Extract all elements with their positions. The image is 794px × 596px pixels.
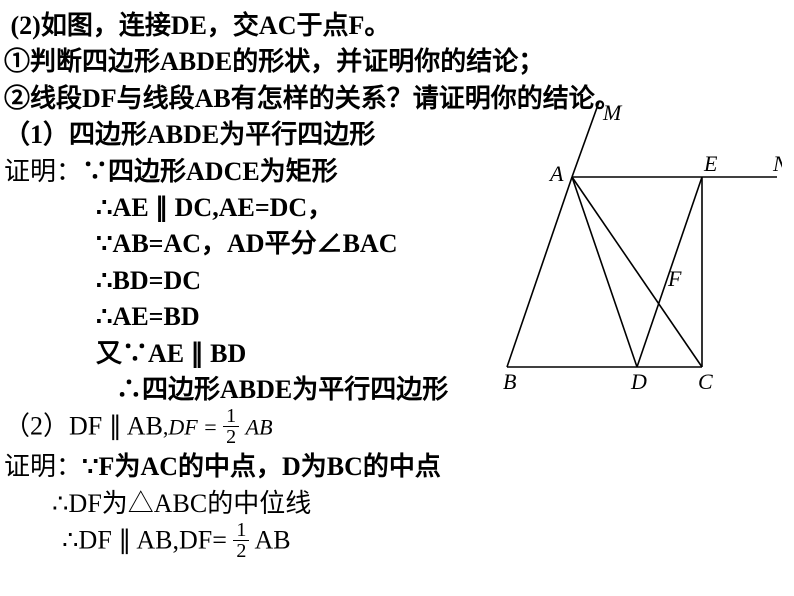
svg-text:M: M xyxy=(602,102,623,125)
svg-text:A: A xyxy=(548,161,564,186)
ab: AB xyxy=(246,415,273,440)
proof2-step3: ∴DF ∥ AB,DF= 1 2 AB xyxy=(4,522,790,563)
ab: AB xyxy=(254,526,290,555)
text: (2)如图，连接DE，交AC于点F。 xyxy=(11,11,391,40)
problem-header: (2)如图，连接DE，交AC于点F。 xyxy=(4,8,790,44)
svg-text:N: N xyxy=(772,151,782,176)
svg-text:B: B xyxy=(503,369,516,392)
svg-text:E: E xyxy=(703,151,718,176)
step: ∵四边形ADCE为矩形 xyxy=(82,157,338,186)
step: ∵F为AC的中点，D为BC的中点 xyxy=(82,452,441,481)
eq: = xyxy=(204,415,216,440)
answer2-title: （2）DF ∥ AB,DF = 1 2 AB xyxy=(4,408,790,449)
proof-label: 证明： xyxy=(4,452,82,481)
proof-label: 证明： xyxy=(4,157,82,186)
step: 又∵AE ∥ BD xyxy=(96,339,246,368)
proof2-line1: 证明：∵F为AC的中点，D为BC的中点 xyxy=(4,449,790,485)
fraction-half: 1 2 xyxy=(223,406,239,447)
question-1: ①判断四边形ABDE的形状，并证明你的结论； xyxy=(4,44,790,80)
denominator: 2 xyxy=(223,427,239,447)
svg-text:C: C xyxy=(698,369,713,392)
denominator: 2 xyxy=(233,541,249,561)
text: （1）四边形ABDE为平行四边形 xyxy=(4,120,375,149)
fraction-half: 1 2 xyxy=(233,520,249,561)
svg-text:D: D xyxy=(630,369,647,392)
proof2-step2: ∴DF为△ABC的中位线 xyxy=(4,486,790,522)
title-prefix: （2）DF ∥ AB xyxy=(4,412,163,441)
numerator: 1 xyxy=(223,406,239,427)
svg-text:F: F xyxy=(667,266,682,291)
df: DF xyxy=(168,415,197,440)
prefix: ∴DF ∥ AB,DF= xyxy=(62,526,233,555)
numerator: 1 xyxy=(233,520,249,541)
geometry-diagram: M A E N B D C F xyxy=(502,102,782,392)
